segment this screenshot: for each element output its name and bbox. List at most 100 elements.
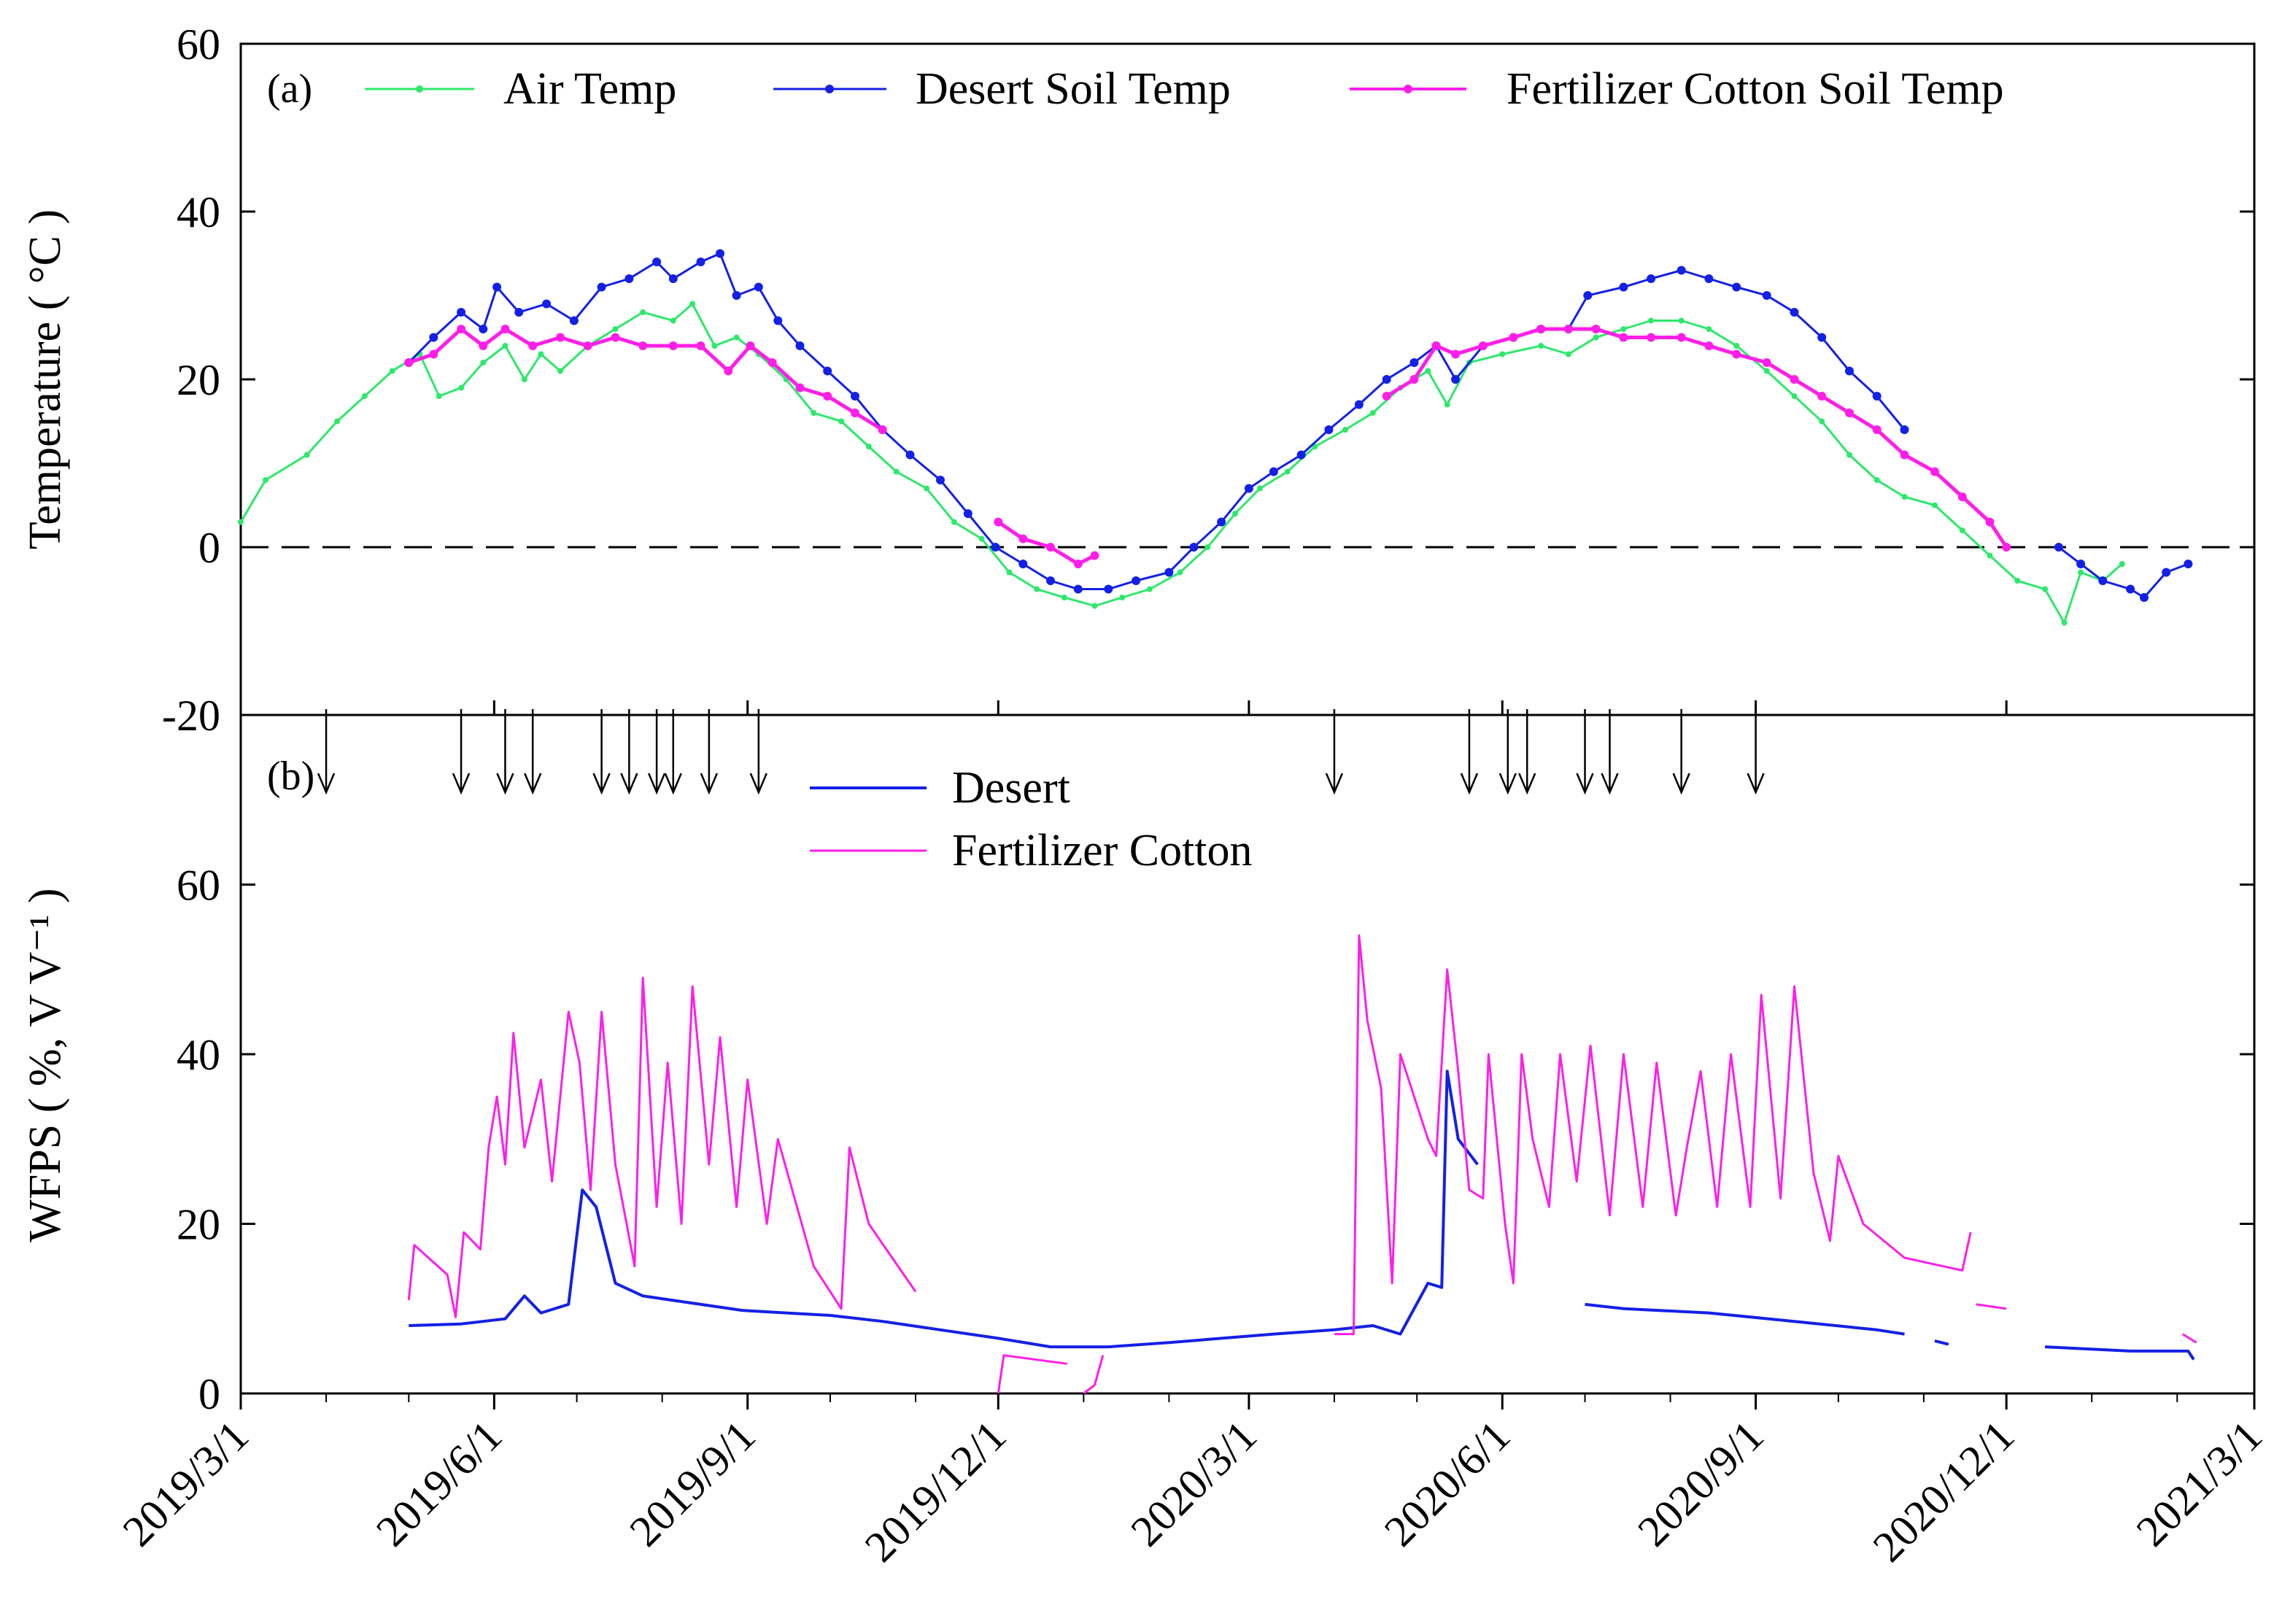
point-desert-temp bbox=[1583, 291, 1593, 300]
point-desert-temp bbox=[1845, 366, 1854, 376]
event-arrow bbox=[664, 709, 682, 795]
point-cotton-temp bbox=[457, 325, 466, 333]
point-air-temp bbox=[1846, 452, 1852, 458]
point-cotton-temp bbox=[1451, 349, 1461, 359]
wfps-ytick-label: 20 bbox=[177, 1201, 220, 1249]
point-cotton-temp bbox=[1704, 341, 1714, 350]
event-arrow bbox=[524, 709, 542, 795]
point-air-temp bbox=[1284, 468, 1291, 475]
point-desert-temp bbox=[716, 249, 724, 258]
point-air-temp bbox=[2078, 569, 2084, 576]
point-air-temp bbox=[811, 410, 817, 416]
legend-marker-cotton bbox=[1404, 85, 1412, 93]
wfps-axis-title: WFPS ( %, V V⁻¹ ) bbox=[20, 888, 70, 1242]
point-cotton-temp bbox=[1677, 333, 1686, 342]
point-air-temp bbox=[865, 444, 872, 449]
point-cotton-temp bbox=[611, 333, 620, 342]
point-desert-temp bbox=[1354, 400, 1364, 409]
point-cotton-temp bbox=[528, 341, 538, 350]
event-arrow bbox=[1601, 709, 1619, 795]
event-arrow bbox=[1498, 709, 1517, 795]
point-desert-temp bbox=[1872, 392, 1882, 401]
line-desert-temp-0 bbox=[408, 252, 1906, 590]
legend-label-air: Air Temp bbox=[503, 64, 676, 114]
point-cotton-temp bbox=[878, 425, 887, 434]
point-cotton-temp bbox=[1872, 425, 1882, 434]
point-air-temp bbox=[458, 384, 465, 391]
legend-label-desert: Desert Soil Temp bbox=[916, 64, 1231, 114]
panel-a-label: (a) bbox=[267, 66, 312, 112]
point-cotton-temp bbox=[1046, 543, 1055, 552]
point-desert-temp bbox=[936, 476, 945, 484]
event-arrow bbox=[317, 709, 336, 795]
point-desert-temp bbox=[1817, 333, 1827, 342]
point-desert-temp bbox=[2076, 560, 2086, 568]
line-desert-wfps-3 bbox=[2045, 1345, 2195, 1361]
point-cotton-temp bbox=[1790, 375, 1799, 384]
point-desert-temp bbox=[569, 316, 579, 325]
point-air-temp bbox=[436, 393, 442, 399]
point-cotton-temp bbox=[994, 517, 1003, 527]
event-arrow bbox=[1460, 709, 1479, 795]
line-cotton-wfps-2 bbox=[1083, 1355, 1105, 1395]
point-cotton-temp bbox=[479, 341, 488, 350]
point-cotton-temp bbox=[1382, 392, 1391, 401]
point-cotton-temp bbox=[1845, 409, 1854, 417]
point-air-temp bbox=[1538, 343, 1544, 349]
point-desert-temp bbox=[1324, 425, 1334, 434]
point-desert-temp bbox=[1046, 576, 1055, 585]
temp-ytick-label: -20 bbox=[162, 692, 220, 740]
point-desert-temp bbox=[1296, 450, 1306, 460]
event-arrow bbox=[700, 709, 719, 795]
point-air-temp bbox=[557, 368, 563, 374]
point-air-temp bbox=[1499, 351, 1506, 357]
point-air-temp bbox=[2061, 619, 2068, 626]
point-air-temp bbox=[838, 418, 845, 425]
point-desert-temp bbox=[624, 274, 634, 283]
point-air-temp bbox=[389, 368, 395, 374]
point-air-temp bbox=[978, 535, 985, 542]
point-desert-temp bbox=[492, 282, 502, 292]
point-air-temp bbox=[1763, 368, 1770, 374]
point-desert-temp bbox=[2098, 576, 2108, 585]
point-air-temp bbox=[334, 418, 341, 425]
temperature-series-group bbox=[238, 249, 2193, 626]
wfps-panel: 0 20 40 60 (b) WFPS ( %, V V⁻¹ ) Desert Fer… bbox=[20, 709, 2256, 1418]
point-air-temp bbox=[640, 309, 646, 315]
point-desert-temp bbox=[1619, 282, 1628, 292]
point-air-temp bbox=[1006, 569, 1013, 576]
point-air-temp bbox=[670, 317, 676, 324]
panel-b-label: (b) bbox=[267, 754, 314, 799]
point-air-temp bbox=[502, 343, 508, 349]
point-cotton-temp bbox=[1591, 325, 1601, 333]
wfps-series-group bbox=[407, 934, 2197, 1395]
wfps-ytick-label: 40 bbox=[177, 1031, 220, 1079]
point-air-temp bbox=[689, 301, 696, 307]
point-desert-temp bbox=[1451, 375, 1461, 384]
point-cotton-temp bbox=[1957, 492, 1967, 501]
point-cotton-temp bbox=[1073, 560, 1083, 568]
event-arrow bbox=[647, 709, 666, 795]
point-desert-temp bbox=[1073, 584, 1083, 594]
event-arrow bbox=[452, 709, 471, 795]
point-air-temp bbox=[303, 452, 310, 458]
point-cotton-temp bbox=[1817, 392, 1827, 401]
temperature-panel: -20 0 20 40 60 (a) Temperature ( °C ) Air Te… bbox=[20, 20, 2256, 740]
point-desert-temp bbox=[732, 291, 741, 300]
point-cotton-temp bbox=[404, 358, 414, 367]
point-cotton-temp bbox=[724, 366, 733, 376]
point-air-temp bbox=[2119, 561, 2125, 567]
point-desert-temp bbox=[823, 366, 832, 376]
point-cotton-temp bbox=[583, 341, 592, 350]
point-air-temp bbox=[1959, 527, 1965, 533]
event-arrow bbox=[1325, 709, 1344, 795]
point-desert-temp bbox=[1900, 425, 1909, 434]
line-desert-wfps-0 bbox=[409, 1070, 1479, 1349]
point-air-temp bbox=[1369, 410, 1376, 416]
point-desert-temp bbox=[2162, 568, 2171, 577]
series-cotton-temp bbox=[404, 325, 2011, 568]
line-cotton-wfps-3 bbox=[1334, 934, 1972, 1336]
point-desert-temp bbox=[2184, 560, 2193, 568]
point-cotton-temp bbox=[2002, 543, 2011, 552]
point-air-temp bbox=[2042, 586, 2049, 592]
